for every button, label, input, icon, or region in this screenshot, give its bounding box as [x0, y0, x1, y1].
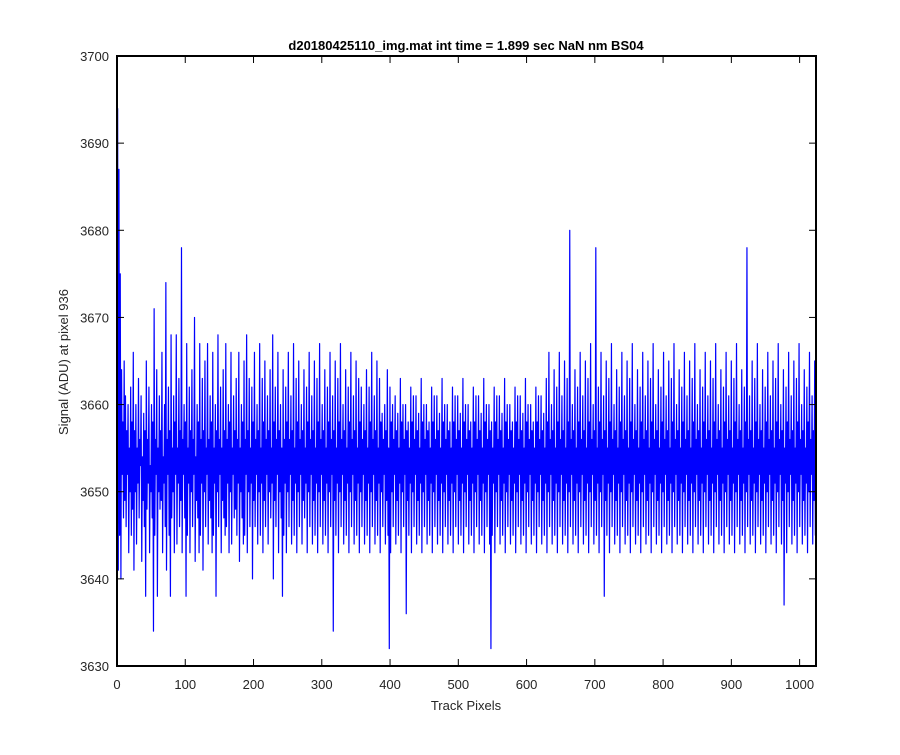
chart-title: d20180425110_img.mat int time = 1.899 se…	[288, 38, 644, 53]
y-tick-label: 3690	[80, 136, 109, 151]
x-tick-label: 600	[516, 677, 538, 692]
axes-box	[116, 55, 817, 667]
y-tick-label: 3680	[80, 223, 109, 238]
y-tick-label: 3640	[80, 572, 109, 587]
x-tick-label: 300	[311, 677, 333, 692]
y-tick-label: 3650	[80, 485, 109, 500]
x-tick-label: 100	[174, 677, 196, 692]
x-tick-label: 0	[113, 677, 120, 692]
x-tick-label: 500	[447, 677, 469, 692]
x-tick-label: 900	[721, 677, 743, 692]
y-tick-label: 3700	[80, 49, 109, 64]
x-tick-label: 1000	[785, 677, 814, 692]
y-tick-label: 3630	[80, 659, 109, 674]
y-tick-label: 3660	[80, 398, 109, 413]
plot-area: 0 100 200 300 400 500 600 700 800 900 1000 3630 3640…	[80, 49, 817, 692]
x-axis-label: Track Pixels	[431, 698, 502, 713]
x-tick-label: 200	[243, 677, 265, 692]
x-tick-label: 400	[379, 677, 401, 692]
y-tick-label: 3670	[80, 310, 109, 325]
series-line	[117, 108, 817, 650]
x-tick-label: 700	[584, 677, 606, 692]
y-axis-label: Signal (ADU) at pixel 936	[56, 289, 71, 435]
x-tick-label: 800	[652, 677, 674, 692]
